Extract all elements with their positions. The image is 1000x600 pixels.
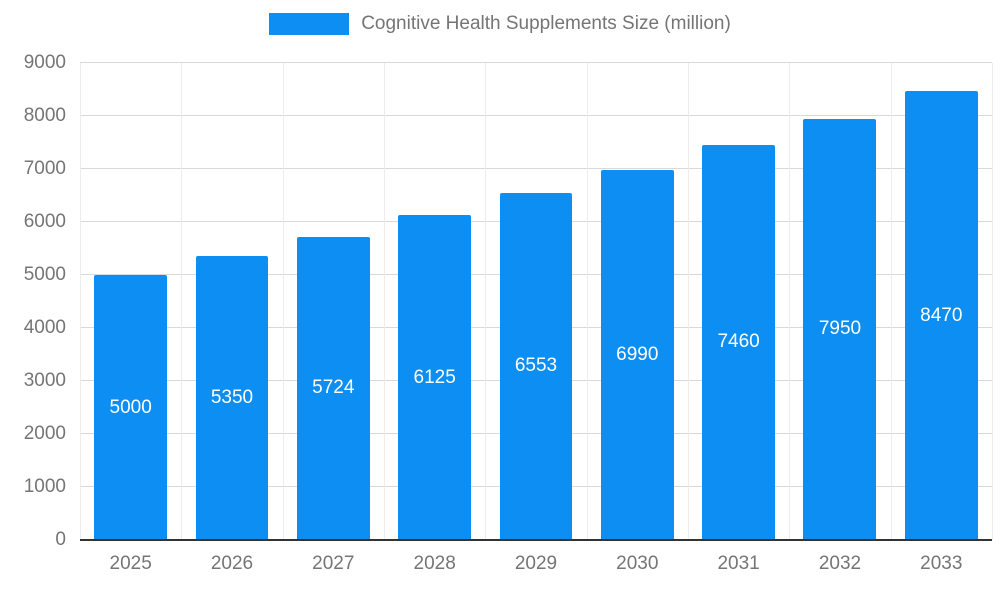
- y-axis-tick-label: 1000: [23, 476, 66, 497]
- bar-value-label: 7460: [717, 331, 760, 353]
- x-gridline: [80, 63, 81, 540]
- x-gridline: [282, 63, 284, 540]
- bar-value-label: 7950: [818, 318, 862, 340]
- x-axis-tick-label: 2032: [818, 553, 862, 574]
- y-axis-tick-label: 3000: [23, 369, 66, 391]
- x-gridline: [586, 63, 588, 540]
- y-axis-tick-label: 4000: [23, 317, 66, 338]
- bar-2027[interactable]: 5724: [296, 236, 370, 540]
- bar-2029[interactable]: 6553: [499, 192, 573, 540]
- bar-slot: 7950: [789, 63, 890, 540]
- bar-slot: 7460: [688, 63, 789, 540]
- y-axis-tick-label: 5000: [23, 264, 66, 285]
- bar-slot: 8470: [891, 63, 992, 540]
- bars: 5000 5350 5724 6125 6553 6990 7460 7950 8470: [80, 63, 992, 540]
- bar-value-label: 5000: [109, 396, 152, 418]
- bar-slot: 5724: [283, 63, 384, 540]
- y-axis-tick-label: 6000: [23, 210, 66, 232]
- y-gridline: [80, 115, 992, 116]
- plot-area: 5000 5350 5724 6125 6553 6990 7460 7950 8470: [80, 62, 993, 541]
- bar-2033[interactable]: 8470: [904, 91, 978, 540]
- bar-2031[interactable]: 7460: [702, 144, 776, 540]
- x-gridline: [890, 63, 892, 540]
- x-gridline: [485, 63, 487, 540]
- x-gridline: [181, 63, 183, 540]
- x-axis-tick-label: 2028: [413, 553, 456, 574]
- x-axis-tick-label: 2030: [616, 553, 659, 574]
- y-axis-labels: 0 1000 2000 3000 4000 5000 6000 7000 8000 9000: [0, 52, 66, 550]
- bar-value-label: 5724: [312, 377, 355, 399]
- y-axis-tick-label: 7000: [23, 158, 66, 179]
- x-axis-tick-label: 2025: [109, 553, 152, 574]
- x-axis-tick-label: 2026: [210, 553, 254, 574]
- x-axis-tick-label: 2033: [920, 553, 963, 574]
- legend: Cognitive Health Supplements Size (milli…: [0, 13, 1000, 35]
- x-axis-tick-label: 2029: [514, 553, 558, 574]
- bar-slot: 5350: [181, 63, 282, 540]
- bar-value-label: 6990: [616, 343, 659, 365]
- x-gridline: [687, 63, 689, 540]
- y-gridline: [80, 62, 992, 63]
- y-axis-tick-label: 0: [55, 529, 66, 550]
- bar-value-label: 6125: [413, 366, 456, 388]
- y-gridline: [80, 168, 992, 169]
- y-axis-tick-label: 8000: [23, 105, 66, 126]
- bar-slot: 6125: [384, 63, 485, 540]
- x-axis-tick-label: 2031: [717, 553, 760, 574]
- bar-slot: 6553: [485, 63, 586, 540]
- x-axis-labels: 2025 2026 2027 2028 2029 2030 2031 2032 2033: [80, 553, 992, 575]
- x-gridline: [992, 63, 993, 540]
- legend-swatch: [269, 13, 350, 35]
- bar-value-label: 5350: [210, 387, 254, 409]
- bar-value-label: 6553: [514, 355, 558, 377]
- y-axis-tick-label: 9000: [23, 52, 66, 73]
- bar-slot: 6990: [587, 63, 688, 540]
- y-axis-tick-label: 2000: [23, 423, 66, 444]
- legend-label: Cognitive Health Supplements Size (milli…: [361, 13, 731, 34]
- bar-value-label: 8470: [920, 304, 963, 326]
- bar-2030[interactable]: 6990: [600, 169, 674, 540]
- bar-2028[interactable]: 6125: [398, 215, 472, 540]
- bar-slot: 5000: [80, 63, 181, 540]
- x-gridline: [383, 63, 385, 540]
- x-axis-tick-label: 2027: [312, 553, 355, 574]
- bar-2032[interactable]: 7950: [803, 118, 877, 540]
- bar-2026[interactable]: 5350: [195, 256, 269, 540]
- x-axis-baseline: [80, 539, 992, 541]
- x-gridline: [789, 63, 791, 540]
- bar-2025[interactable]: 5000: [94, 275, 168, 540]
